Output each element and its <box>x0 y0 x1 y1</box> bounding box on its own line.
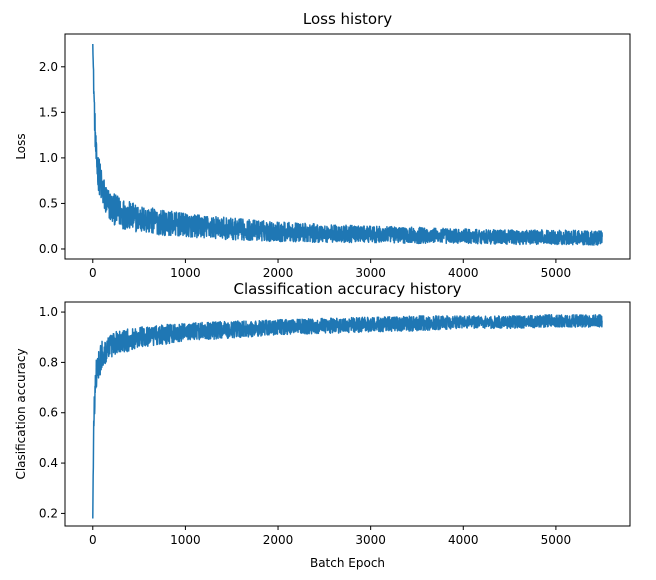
accuracy-x-axis-label: Batch Epoch <box>310 556 385 570</box>
loss-x-tick-label: 2000 <box>263 266 294 280</box>
accuracy-y-tick-label: 0.2 <box>39 506 58 520</box>
accuracy-y-tick-label: 0.4 <box>39 456 58 470</box>
loss-series-line <box>92 44 603 246</box>
accuracy-x-tick-label: 5000 <box>541 533 572 547</box>
accuracy-x-tick-label: 2000 <box>263 533 294 547</box>
accuracy-x-ticks: 0 1000 2000 3000 4000 5000 <box>89 526 571 547</box>
accuracy-y-axis-label: Clasification accuracy <box>14 348 28 479</box>
accuracy-y-ticks: 0.2 0.4 0.6 0.8 1.0 <box>39 305 65 520</box>
loss-x-tick-label: 4000 <box>448 266 479 280</box>
loss-y-tick-label: 1.5 <box>39 105 58 119</box>
accuracy-chart: Classification accuracy history 0 1000 200… <box>14 280 631 570</box>
accuracy-y-tick-label: 0.8 <box>39 355 58 369</box>
loss-y-ticks: 0.0 0.5 1.0 1.5 2.0 <box>39 60 65 256</box>
loss-y-tick-label: 2.0 <box>39 60 58 74</box>
loss-chart: Loss history 0 1000 2000 3000 4000 5000 0.00.… <box>14 10 631 280</box>
loss-x-tick-label: 5000 <box>541 266 572 280</box>
loss-x-tick-label: 1000 <box>170 266 201 280</box>
accuracy-x-tick-label: 0 <box>89 533 97 547</box>
loss-y-tick-label: 1.0 <box>39 151 58 165</box>
accuracy-x-tick-label: 4000 <box>448 533 479 547</box>
loss-y-tick-label: 0.0 <box>39 242 58 256</box>
accuracy-x-tick-label: 1000 <box>170 533 201 547</box>
accuracy-y-tick-label: 0.6 <box>39 406 58 420</box>
loss-x-tick-label: 3000 <box>355 266 386 280</box>
loss-y-axis-label: Loss <box>14 133 28 159</box>
accuracy-x-tick-label: 3000 <box>355 533 386 547</box>
loss-y-tick-label: 0.5 <box>39 196 58 210</box>
accuracy-series-line <box>92 314 603 519</box>
loss-plot-line <box>92 44 603 246</box>
loss-x-tick-label: 0 <box>89 266 97 280</box>
accuracy-chart-title: Classification accuracy history <box>233 280 461 298</box>
accuracy-axes-frame <box>64 301 631 527</box>
loss-x-ticks: 0 1000 2000 3000 4000 5000 <box>89 259 571 280</box>
accuracy-plot-line <box>92 314 603 519</box>
loss-chart-title: Loss history <box>303 10 392 28</box>
loss-axes-frame <box>64 33 631 260</box>
accuracy-y-tick-label: 1.0 <box>39 305 58 319</box>
